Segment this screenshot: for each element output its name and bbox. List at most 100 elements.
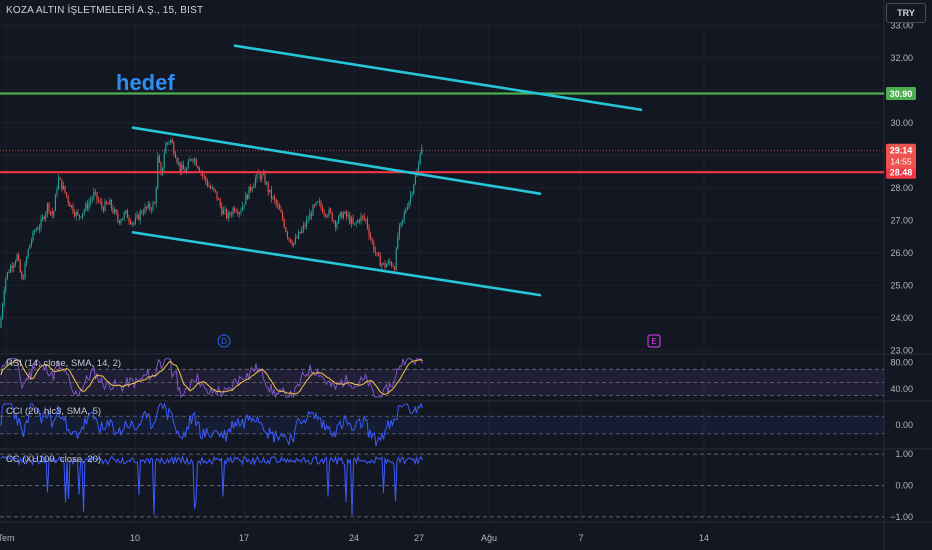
candle-body bbox=[398, 225, 400, 236]
candle-body bbox=[330, 209, 332, 213]
candle-body bbox=[165, 143, 167, 154]
cci-label[interactable]: CCI (20, hlc3, SMA, 5) bbox=[6, 406, 102, 417]
candle-body bbox=[338, 215, 340, 224]
candle-body bbox=[278, 205, 280, 210]
candle-body bbox=[122, 218, 124, 221]
time-axis[interactable]: Tem 10 17 24 27 Ağu 7 14 bbox=[0, 533, 709, 543]
candle-body bbox=[86, 203, 88, 209]
candle-body bbox=[283, 219, 285, 228]
candle-body bbox=[195, 159, 197, 166]
trendline-0 bbox=[233, 44, 643, 112]
candle-body bbox=[38, 227, 40, 230]
candle-body bbox=[64, 185, 66, 193]
candle-body bbox=[189, 159, 191, 162]
candle-body bbox=[336, 223, 338, 228]
candle-body bbox=[26, 257, 28, 264]
price-tick-label: 24.00 bbox=[890, 313, 913, 323]
candle-body bbox=[118, 220, 120, 223]
candle-body bbox=[325, 214, 327, 217]
candle-body bbox=[413, 184, 415, 194]
candle-body bbox=[178, 162, 180, 164]
candle-body bbox=[205, 176, 207, 182]
candle-body bbox=[266, 182, 268, 184]
candle-body bbox=[309, 213, 311, 220]
candle-body bbox=[27, 249, 29, 258]
candle-body bbox=[146, 206, 148, 208]
candle-body bbox=[58, 177, 60, 190]
candle-body bbox=[307, 219, 309, 221]
indicator-panes bbox=[0, 357, 884, 518]
candle-body bbox=[160, 162, 162, 175]
candle-body bbox=[234, 208, 236, 212]
candle-body bbox=[67, 196, 69, 203]
candle-body bbox=[128, 218, 130, 221]
candle-body bbox=[242, 205, 244, 211]
time-tick-label: 24 bbox=[349, 533, 359, 543]
candle-body bbox=[291, 242, 293, 245]
candle-body bbox=[85, 203, 87, 211]
cci-line bbox=[0, 402, 423, 447]
price-tick-label: 27.00 bbox=[890, 215, 913, 225]
candle-body bbox=[5, 277, 7, 291]
candle-body bbox=[70, 205, 72, 207]
candle-body bbox=[216, 191, 218, 199]
candle-body bbox=[16, 254, 18, 262]
candle-body bbox=[11, 266, 13, 268]
candle-body bbox=[144, 206, 146, 214]
candle-body bbox=[203, 175, 205, 177]
indicator-tick-label: 80.00 bbox=[890, 358, 913, 368]
dividend-marker-label: D bbox=[221, 337, 227, 346]
candle-body bbox=[77, 211, 79, 215]
candle-body bbox=[315, 202, 317, 206]
candle-body bbox=[302, 225, 304, 230]
candle-body bbox=[314, 205, 316, 206]
candle-body bbox=[80, 216, 82, 218]
candle-body bbox=[320, 202, 322, 208]
currency-button[interactable]: TRY bbox=[886, 3, 926, 23]
indicator-tick-label: 0.00 bbox=[895, 481, 913, 491]
candle-body bbox=[186, 168, 188, 173]
candle-body bbox=[326, 215, 328, 217]
candle-body bbox=[387, 261, 389, 265]
candle-body bbox=[382, 262, 384, 264]
candle-body bbox=[222, 210, 224, 215]
candle-body bbox=[114, 209, 116, 213]
candle-body bbox=[294, 237, 296, 243]
cc-label[interactable]: CC (XU100, close, 20) bbox=[6, 454, 102, 465]
candle-body bbox=[243, 204, 245, 206]
candle-body bbox=[219, 199, 221, 206]
candle-body bbox=[232, 208, 234, 215]
candle-body bbox=[51, 211, 53, 216]
last-price-label-bg bbox=[886, 143, 916, 169]
candle-body bbox=[173, 143, 175, 154]
candle-body bbox=[304, 225, 306, 227]
earnings-marker-label: E bbox=[651, 337, 656, 346]
candle-body bbox=[133, 222, 135, 224]
trendline-2 bbox=[131, 231, 542, 297]
candle-body bbox=[355, 222, 357, 224]
candle-body bbox=[24, 263, 26, 279]
rsi-ma-line bbox=[0, 359, 423, 395]
candle-body bbox=[363, 216, 365, 220]
candle-body bbox=[168, 142, 170, 143]
candle-body bbox=[82, 213, 84, 218]
candle-body bbox=[10, 266, 12, 273]
candle-body bbox=[54, 194, 56, 212]
rsi-line bbox=[0, 357, 423, 399]
candle-body bbox=[253, 185, 255, 188]
rsi-label[interactable]: RSI (14, close, SMA, 14, 2) bbox=[6, 358, 122, 369]
time-tick-label: Tem bbox=[0, 533, 15, 543]
candle-body bbox=[261, 174, 263, 180]
candle-body bbox=[213, 187, 215, 190]
candle-body bbox=[221, 205, 223, 215]
target-price-label-bg bbox=[886, 87, 916, 101]
candle-body bbox=[411, 193, 413, 196]
candle-body bbox=[210, 186, 212, 189]
candle-body bbox=[331, 212, 333, 221]
candle-body bbox=[75, 211, 77, 217]
candle-body bbox=[202, 172, 204, 176]
candle-body bbox=[360, 215, 362, 222]
